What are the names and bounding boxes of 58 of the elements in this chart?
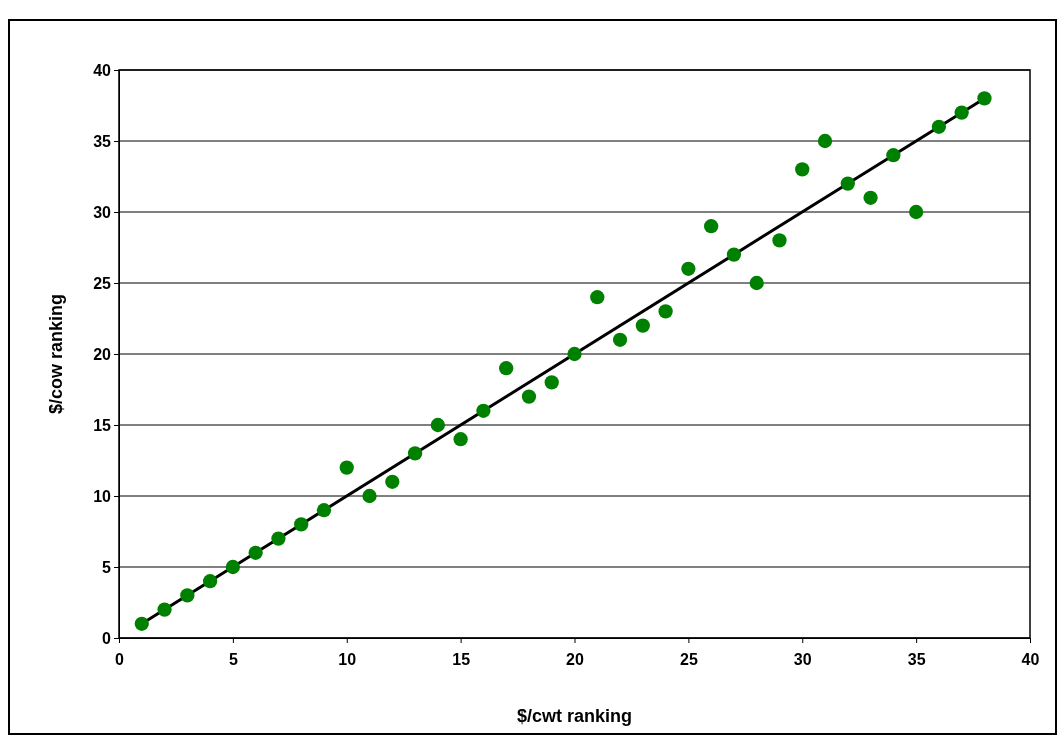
y-tick-label: 30 bbox=[93, 203, 112, 221]
point bbox=[134, 616, 149, 631]
point bbox=[521, 389, 537, 404]
point bbox=[772, 233, 787, 248]
point bbox=[316, 503, 332, 518]
point bbox=[931, 119, 947, 134]
point bbox=[612, 332, 628, 347]
point bbox=[704, 219, 719, 234]
point bbox=[294, 517, 309, 532]
y-tick-label: 40 bbox=[93, 61, 112, 79]
point bbox=[977, 91, 992, 106]
point bbox=[886, 148, 901, 163]
y-tick-label: 15 bbox=[93, 416, 112, 434]
point bbox=[658, 304, 673, 319]
point bbox=[863, 190, 878, 205]
point bbox=[590, 290, 605, 305]
x-tick-label: 10 bbox=[338, 651, 357, 669]
y-tick-label: 20 bbox=[93, 345, 112, 363]
y-tick-label: 25 bbox=[93, 274, 112, 292]
point bbox=[362, 488, 377, 504]
point bbox=[453, 432, 468, 447]
y-tick-label: 5 bbox=[102, 558, 112, 576]
x-tick-label: 0 bbox=[115, 651, 125, 669]
x-tick-label: 35 bbox=[907, 651, 926, 669]
point bbox=[954, 105, 969, 120]
point bbox=[817, 133, 833, 149]
point bbox=[499, 361, 514, 376]
point bbox=[476, 403, 491, 418]
y-axis-title: $/cow ranking bbox=[46, 293, 66, 415]
point bbox=[430, 417, 445, 433]
point bbox=[840, 176, 855, 191]
y-tick-label: 0 bbox=[102, 629, 112, 647]
point bbox=[567, 346, 582, 362]
point bbox=[225, 559, 241, 575]
point bbox=[544, 375, 559, 390]
point bbox=[407, 446, 423, 461]
x-tick-label: 40 bbox=[1021, 651, 1040, 669]
point bbox=[908, 204, 924, 220]
y-tick-label: 35 bbox=[93, 132, 112, 150]
x-tick-label: 25 bbox=[679, 651, 698, 669]
point bbox=[726, 247, 742, 262]
point bbox=[248, 545, 263, 560]
point bbox=[795, 162, 810, 177]
point bbox=[157, 602, 172, 617]
point bbox=[681, 261, 696, 276]
point bbox=[202, 574, 218, 589]
point bbox=[339, 460, 354, 475]
point bbox=[180, 588, 195, 603]
x-tick-label: 15 bbox=[452, 651, 471, 669]
point bbox=[271, 531, 286, 546]
x-tick-label: 20 bbox=[566, 651, 584, 669]
x-axis-title: $/cwt ranking bbox=[516, 706, 633, 726]
point bbox=[635, 318, 650, 333]
point bbox=[385, 474, 400, 489]
x-tick-label: 30 bbox=[793, 651, 812, 669]
y-tick-label: 10 bbox=[93, 487, 112, 505]
x-tick-label: 5 bbox=[228, 651, 238, 669]
point bbox=[749, 275, 764, 291]
